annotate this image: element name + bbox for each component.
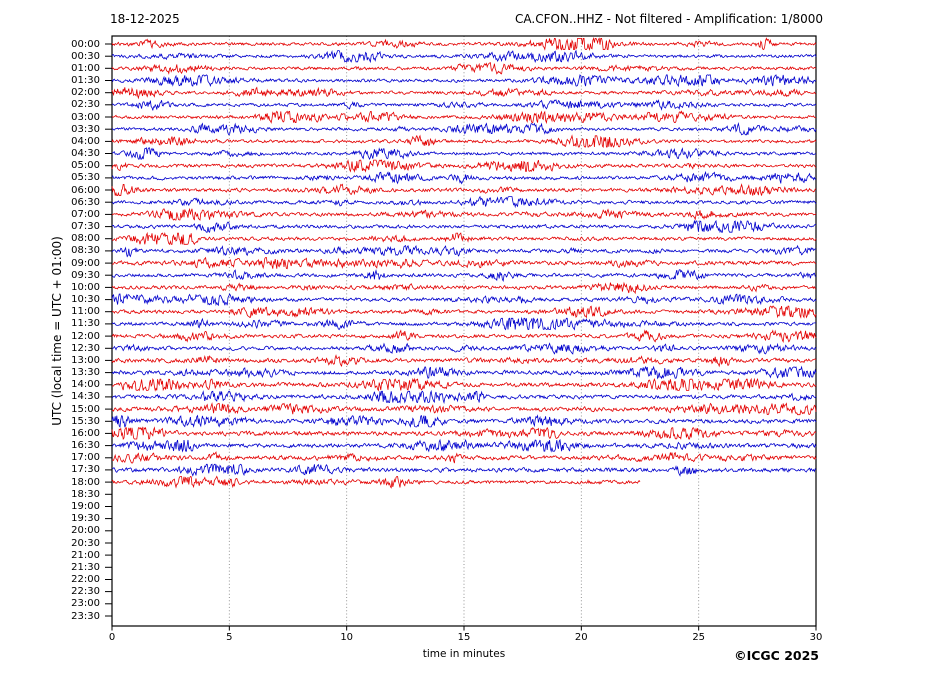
y-tick-label-2300: 23:00 <box>71 598 100 610</box>
seismic-trace-1400 <box>111 377 817 392</box>
y-tick-label-1330: 13:30 <box>71 367 100 379</box>
y-tick-label-2030: 20:30 <box>71 537 100 549</box>
seismic-trace-1800 <box>111 475 641 489</box>
y-tick-label-1530: 15:30 <box>71 415 100 427</box>
y-tick-label-0100: 01:00 <box>71 62 100 74</box>
y-tick-label-1430: 14:30 <box>71 391 100 403</box>
seismic-trace-0730 <box>112 219 816 234</box>
x-tick-label-10: 10 <box>340 632 354 643</box>
seismic-trace-0900 <box>112 256 816 270</box>
seismic-trace-0200 <box>111 86 817 100</box>
y-tick-label-0300: 03:00 <box>71 111 100 123</box>
y-tick-label-1630: 16:30 <box>71 440 100 452</box>
y-tick-label-1230: 12:30 <box>71 342 100 354</box>
y-tick-label-0830: 08:30 <box>71 245 100 257</box>
seismic-trace-1630 <box>111 438 817 453</box>
y-tick-label-0530: 05:30 <box>71 172 100 184</box>
seismic-trace-0600 <box>111 183 817 197</box>
y-tick-label-1030: 10:30 <box>71 294 100 306</box>
y-tick-label-1100: 11:00 <box>71 306 100 318</box>
seismic-trace-1200 <box>111 329 817 344</box>
x-tick-label-20: 20 <box>574 632 588 643</box>
y-tick-label-1400: 14:00 <box>71 379 100 391</box>
y-tick-label-1800: 18:00 <box>71 476 100 488</box>
y-tick-label-1130: 11:30 <box>71 318 100 330</box>
x-tick-label-25: 25 <box>692 632 706 643</box>
y-tick-label-1600: 16:00 <box>71 427 100 439</box>
x-tick-label-5: 5 <box>226 632 233 643</box>
x-tick-label-0: 0 <box>108 632 116 643</box>
y-tick-label-0130: 01:30 <box>71 75 100 86</box>
y-tick-label-0230: 02:30 <box>71 99 100 111</box>
y-tick-label-2330: 23:30 <box>71 610 100 622</box>
y-tick-label-0430: 04:30 <box>71 148 100 159</box>
seismic-trace-0100 <box>111 62 817 75</box>
y-tick-label-0800: 08:00 <box>71 233 100 245</box>
y-tick-label-1200: 12:00 <box>71 330 100 342</box>
seismic-trace-1700 <box>111 451 817 464</box>
seismic-trace-0830 <box>111 244 816 258</box>
figure-title: CA.CFON..HHZ - Not filtered - Amplificat… <box>515 12 823 26</box>
y-tick-label-2130: 21:30 <box>71 561 100 573</box>
y-tick-label-0930: 09:30 <box>71 269 100 281</box>
y-tick-label-2230: 22:30 <box>71 586 100 598</box>
seismic-trace-1600 <box>111 426 817 440</box>
seismic-trace-0030 <box>111 49 817 64</box>
seismic-trace-1730 <box>111 463 817 477</box>
seismic-trace-0330 <box>111 122 817 136</box>
x-tick-label-15: 15 <box>457 632 471 643</box>
seismic-trace-0930 <box>111 269 817 282</box>
y-tick-label-0200: 02:00 <box>71 87 100 99</box>
y-tick-label-0330: 03:30 <box>71 123 100 135</box>
seismic-trace-0000 <box>111 36 817 52</box>
y-tick-label-2000: 20:00 <box>71 525 100 537</box>
y-tick-label-0030: 00:30 <box>71 50 100 62</box>
seismic-trace-1430 <box>111 389 817 405</box>
seismic-trace-0300 <box>111 110 817 125</box>
seismic-trace-0500 <box>111 159 817 173</box>
y-tick-label-1930: 19:30 <box>71 513 100 525</box>
seismic-trace-1130 <box>111 316 817 331</box>
seismic-trace-1000 <box>111 281 817 295</box>
y-tick-label-1900: 19:00 <box>71 501 100 512</box>
seismic-trace-1030 <box>111 293 817 307</box>
seismic-trace-0630 <box>111 195 817 209</box>
x-axis-title: time in minutes <box>422 648 506 660</box>
y-tick-label-1300: 13:00 <box>71 354 100 366</box>
copyright-text: ©ICGC 2025 <box>734 648 819 663</box>
seismic-trace-1230 <box>111 342 817 355</box>
y-tick-label-0500: 05:00 <box>71 160 100 172</box>
seismic-trace-0800 <box>111 231 817 246</box>
y-tick-label-1700: 17:00 <box>71 452 100 464</box>
y-tick-label-0700: 07:00 <box>71 208 100 220</box>
y-tick-label-0630: 06:30 <box>71 196 100 208</box>
y-tick-label-2200: 22:00 <box>71 574 100 585</box>
seismic-trace-0700 <box>111 207 817 221</box>
seismic-trace-0130 <box>111 74 817 88</box>
figure-date: 18-12-2025 <box>110 12 180 26</box>
y-tick-label-0900: 09:00 <box>71 257 100 269</box>
seismic-trace-0430 <box>112 147 817 161</box>
y-tick-label-0000: 00:00 <box>71 38 100 50</box>
y-tick-label-1000: 10:00 <box>71 281 100 293</box>
y-tick-label-0730: 07:30 <box>71 221 100 233</box>
seismic-trace-1500 <box>111 402 817 416</box>
x-tick-label-30: 30 <box>809 632 823 643</box>
y-tick-label-1730: 17:30 <box>71 464 100 476</box>
seismic-trace-1330 <box>111 365 817 380</box>
y-tick-label-0400: 04:00 <box>71 135 100 147</box>
seismic-trace-1300 <box>111 354 817 368</box>
plot-frame <box>111 35 817 627</box>
seismic-trace-0400 <box>111 134 817 149</box>
y-tick-label-0600: 06:00 <box>71 184 100 196</box>
seismic-trace-0530 <box>111 170 817 185</box>
seismic-trace-1530 <box>111 414 817 428</box>
y-tick-label-2100: 21:00 <box>71 549 100 561</box>
seismic-trace-1100 <box>111 305 817 319</box>
y-tick-label-1500: 15:00 <box>71 403 100 415</box>
seismic-trace-0230 <box>111 99 817 111</box>
y-tick-label-1830: 18:30 <box>71 488 100 500</box>
